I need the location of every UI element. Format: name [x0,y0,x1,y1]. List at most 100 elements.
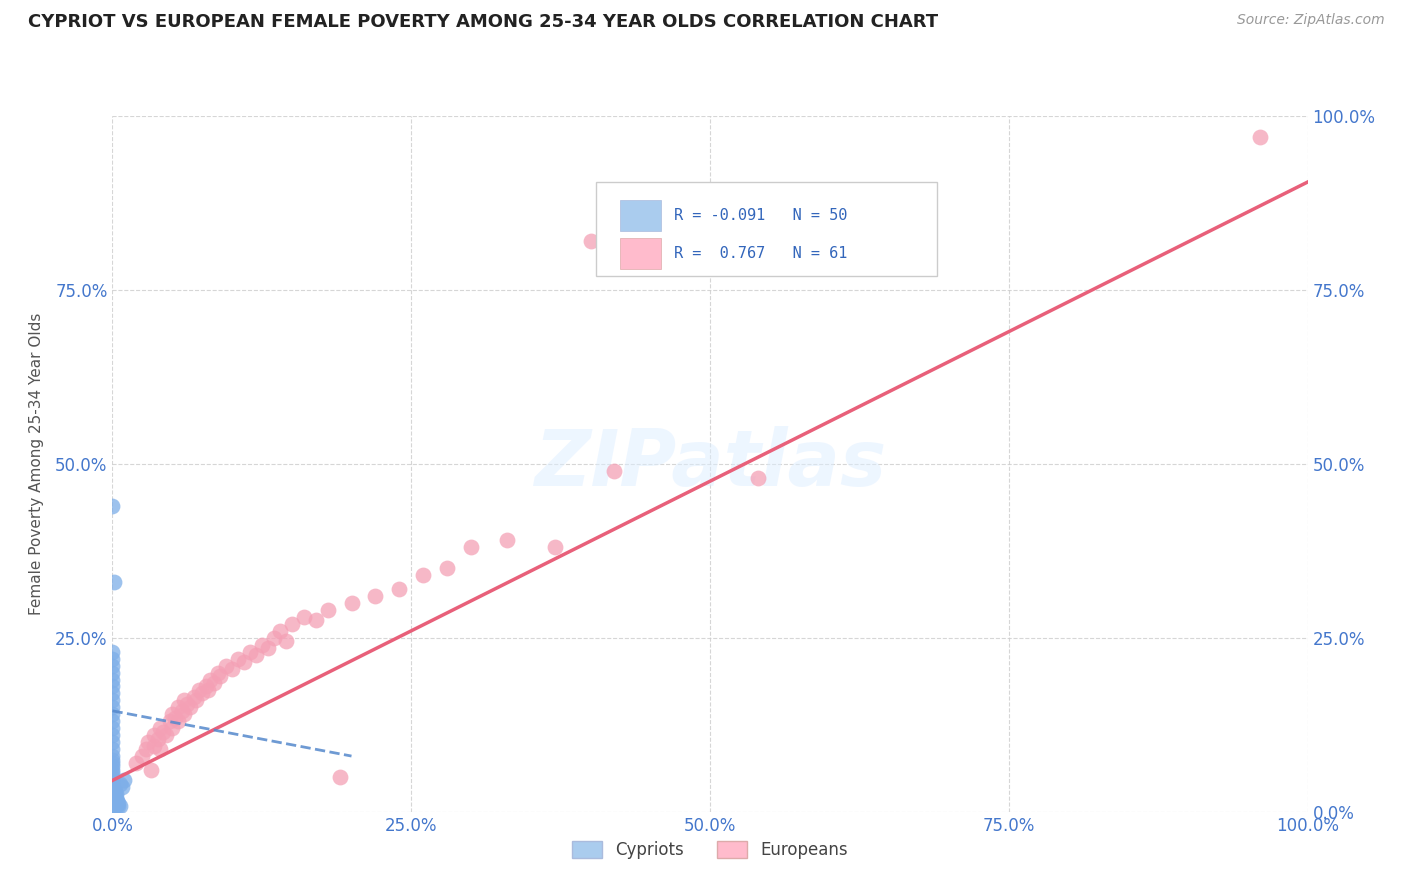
Text: ZIPatlas: ZIPatlas [534,425,886,502]
Point [101,693,124,707]
Point [186,693,208,707]
Point [155,728,177,742]
Point [170,704,193,718]
Point [194,680,217,694]
Text: CYPRIOT VS EUROPEAN FEMALE POVERTY AMONG 25-34 YEAR OLDS CORRELATION CHART: CYPRIOT VS EUROPEAN FEMALE POVERTY AMONG… [28,13,938,31]
Point [101,780,124,795]
Point [101,759,124,773]
Point [101,707,124,722]
Y-axis label: Female Poverty Among 25-34 Year Olds: Female Poverty Among 25-34 Year Olds [30,313,44,615]
Point [101,790,124,805]
Point [232,655,256,669]
Point [747,471,769,485]
Point [579,234,602,248]
Point [104,784,127,798]
Point [104,788,127,801]
Point [496,533,519,548]
Point [152,724,174,739]
Point [107,797,129,811]
Point [179,700,201,714]
Point [162,707,183,722]
Point [239,645,262,659]
Point [162,721,183,735]
Point [101,665,124,680]
Point [364,589,387,603]
Point [101,756,124,770]
Point [226,651,249,665]
Point [105,797,128,812]
Point [101,797,124,812]
Point [460,541,482,555]
Point [107,799,129,814]
Point [263,631,285,645]
Point [101,763,124,777]
Point [105,794,128,808]
Point [105,788,128,801]
Point [101,766,124,780]
Point [125,756,148,770]
FancyBboxPatch shape [596,182,936,276]
Point [101,499,124,513]
Point [101,714,124,729]
Point [159,714,181,729]
Point [101,658,124,673]
Point [143,728,166,742]
Point [101,773,124,788]
Point [340,596,363,610]
Point [101,794,124,808]
Point [101,742,124,756]
Point [101,721,124,735]
Point [163,711,186,725]
Point [215,658,238,673]
Point [135,742,157,756]
Point [436,561,458,575]
Point [105,794,128,808]
Point [250,638,273,652]
Point [257,641,280,656]
Point [114,773,135,788]
Point [221,662,243,676]
Point [138,735,160,749]
Point [316,603,339,617]
Point [101,805,124,819]
Point [101,753,124,767]
Point [245,648,267,662]
Point [101,770,124,784]
Point [101,728,124,742]
Text: Source: ZipAtlas.com: Source: ZipAtlas.com [1237,13,1385,28]
Point [131,749,153,764]
Point [292,610,315,624]
Point [173,693,195,707]
Point [101,777,124,791]
Point [103,575,125,590]
Point [187,683,209,698]
Point [101,680,124,694]
Point [146,731,169,746]
Point [191,686,214,700]
Point [543,541,565,555]
Point [101,673,124,687]
Point [388,582,411,596]
Point [183,690,205,704]
Legend: Cypriots, Europeans: Cypriots, Europeans [565,835,855,866]
Point [101,749,124,764]
Point [1249,129,1271,144]
Point [208,669,231,683]
FancyBboxPatch shape [620,238,661,268]
Point [167,714,190,729]
Point [104,794,127,808]
Point [603,464,626,478]
Point [143,739,166,753]
Point [269,624,291,638]
Point [101,645,124,659]
Text: R =  0.767   N = 61: R = 0.767 N = 61 [675,245,848,260]
Point [167,700,190,714]
FancyBboxPatch shape [620,201,661,231]
Point [101,801,124,815]
Point [149,742,172,756]
Point [101,686,124,700]
Point [149,721,172,735]
Point [274,634,297,648]
Point [105,797,128,812]
Point [101,651,124,665]
